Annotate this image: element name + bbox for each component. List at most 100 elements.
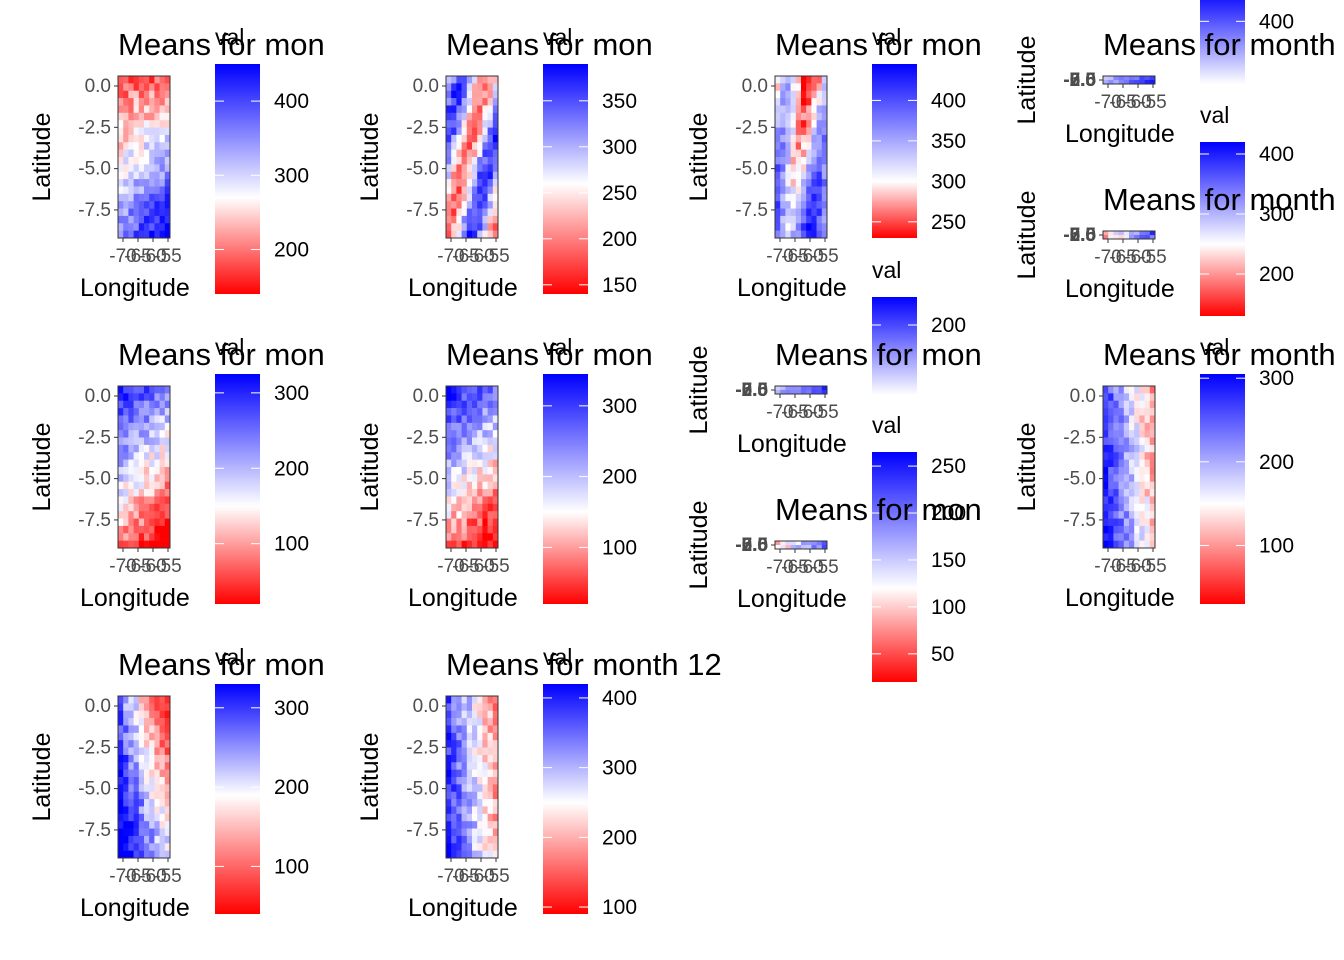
heatmap-cell xyxy=(138,828,145,837)
heatmap-cell xyxy=(1129,80,1135,85)
heatmap-cell xyxy=(1113,444,1119,453)
y-axis-title: Latitude xyxy=(28,113,56,202)
heatmap-cell xyxy=(487,444,494,453)
heatmap-cell xyxy=(456,850,462,859)
heatmap-cell xyxy=(133,105,140,114)
heatmap-cell xyxy=(795,186,802,195)
heatmap-cell xyxy=(487,850,494,859)
heatmap-cell xyxy=(1113,235,1119,240)
heatmap-cell xyxy=(128,415,134,424)
heatmap-cell xyxy=(492,821,499,829)
heatmap-cell xyxy=(477,806,483,815)
x-tick-label: -70 xyxy=(1094,247,1121,268)
heatmap-cell xyxy=(1108,474,1114,483)
heatmap-cell xyxy=(154,98,160,106)
heatmap-cell xyxy=(446,784,452,793)
heatmap-cell xyxy=(133,540,140,549)
heatmap-cell xyxy=(149,127,155,136)
heatmap-cell xyxy=(811,390,817,395)
heatmap-cell xyxy=(487,149,494,158)
heatmap-cell xyxy=(487,157,494,165)
heatmap-cell xyxy=(123,518,129,527)
x-axis-title: Longitude xyxy=(80,274,190,302)
heatmap-cell xyxy=(128,459,134,468)
heatmap-cell xyxy=(1108,503,1114,512)
heatmap-cell xyxy=(128,777,134,785)
heatmap-cell xyxy=(128,696,134,704)
heatmap-cell xyxy=(1118,393,1125,402)
heatmap-cell xyxy=(795,134,802,143)
heatmap-cell xyxy=(159,843,166,851)
heatmap-cell xyxy=(159,511,166,519)
heatmap-cell xyxy=(133,740,140,748)
heatmap-cell xyxy=(144,149,150,158)
heatmap-cell xyxy=(1118,452,1125,460)
heatmap-cell xyxy=(785,120,791,128)
x-axis-title: Longitude xyxy=(408,274,518,302)
heatmap-cell xyxy=(144,732,150,741)
heatmap-cell xyxy=(466,149,473,158)
heatmap-cell xyxy=(816,83,823,92)
heatmap-cell xyxy=(149,134,155,143)
heatmap-cell xyxy=(164,511,171,519)
heatmap-cell xyxy=(466,83,473,92)
heatmap-cell xyxy=(123,754,129,763)
heatmap-cell xyxy=(128,386,134,394)
heatmap-cell xyxy=(482,762,488,770)
heatmap-cell xyxy=(1113,452,1119,460)
heatmap-cell xyxy=(1118,525,1125,534)
heatmap-cell xyxy=(456,467,462,475)
heatmap-cell xyxy=(149,215,155,224)
heatmap-cell xyxy=(821,157,828,165)
heatmap-cell xyxy=(133,112,140,121)
heatmap-cell xyxy=(1144,444,1151,453)
colorbar-tick-label: 250 xyxy=(602,182,637,205)
heatmap-cell xyxy=(128,437,134,446)
heatmap-cell xyxy=(487,393,494,402)
heatmap-cell xyxy=(159,525,166,534)
heatmap-cell xyxy=(1144,489,1151,497)
heatmap-cell xyxy=(1113,430,1119,438)
heatmap-cell xyxy=(466,511,473,519)
heatmap-cell xyxy=(466,127,473,136)
heatmap-cell xyxy=(477,747,483,756)
heatmap-cell xyxy=(1129,540,1135,549)
heatmap-cell xyxy=(482,533,488,541)
heatmap-cell xyxy=(795,127,802,136)
heatmap-cell xyxy=(138,164,145,173)
heatmap-cell xyxy=(149,120,155,128)
heatmap-cell xyxy=(461,223,468,231)
heatmap-cell xyxy=(456,98,462,106)
x-tick-label: -70 xyxy=(437,556,464,577)
heatmap-cell xyxy=(477,696,483,704)
heatmap-cell xyxy=(811,120,817,128)
heatmap-cell xyxy=(159,127,166,136)
heatmap-cell xyxy=(159,171,166,180)
heatmap-cell xyxy=(482,76,488,84)
heatmap-cell xyxy=(159,105,166,114)
heatmap-cell xyxy=(1149,231,1156,236)
heatmap-cell xyxy=(451,821,457,829)
heatmap-cell xyxy=(144,223,150,231)
heatmap-cell xyxy=(1129,415,1135,424)
heatmap-cell xyxy=(492,777,499,785)
heatmap-cell xyxy=(821,164,828,173)
heatmap-cell xyxy=(149,769,155,778)
heatmap-cell xyxy=(451,799,457,807)
heatmap-cell xyxy=(780,208,786,217)
heatmap-cell xyxy=(461,164,468,173)
heatmap-cell xyxy=(482,777,488,785)
heatmap-cell xyxy=(780,541,786,546)
heatmap-cell xyxy=(456,422,462,431)
y-tick-label: -5.0 xyxy=(406,779,439,800)
heatmap-cell xyxy=(118,120,124,128)
heatmap-cell xyxy=(482,208,488,217)
heatmap-cell xyxy=(128,393,134,402)
heatmap-cell xyxy=(154,806,160,815)
heatmap-cell xyxy=(451,813,457,822)
heatmap-cell xyxy=(492,481,499,490)
heatmap-cell xyxy=(144,408,150,416)
heatmap-cell xyxy=(154,518,160,527)
heatmap-cell xyxy=(138,718,145,726)
